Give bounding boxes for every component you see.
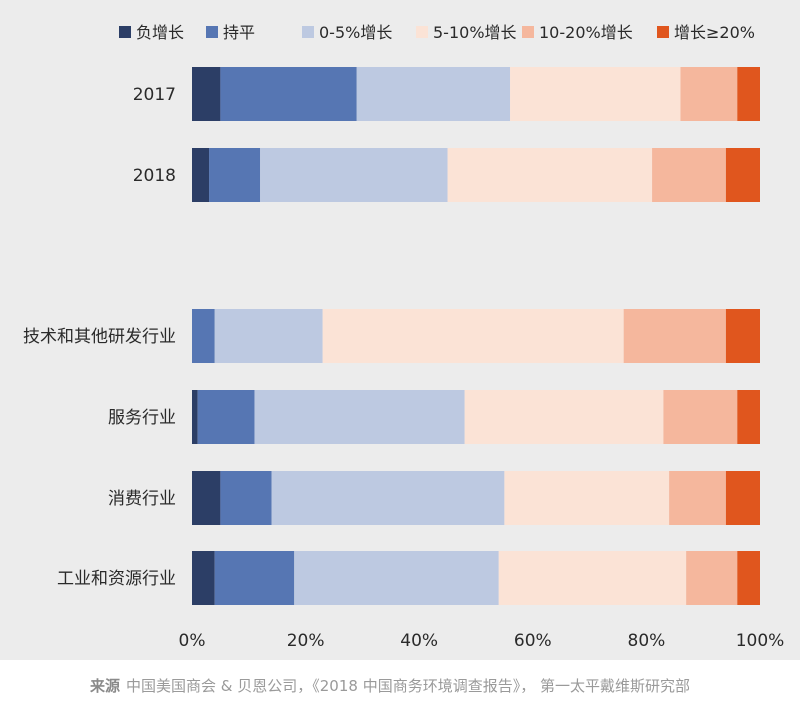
bar-segment <box>294 551 499 605</box>
bar-segment <box>725 309 760 363</box>
legend-label: 10-20%增长 <box>539 23 633 42</box>
bar-segment <box>209 148 261 202</box>
legend-swatch <box>302 26 314 38</box>
category-label: 工业和资源行业 <box>57 569 176 589</box>
category-label: 2017 <box>133 85 176 105</box>
bar-segment <box>680 67 738 121</box>
bar-segment <box>214 551 295 605</box>
legend-swatch <box>657 26 669 38</box>
bar-segment <box>498 551 687 605</box>
legend-swatch <box>206 26 218 38</box>
bar-segment <box>220 67 357 121</box>
legend-swatch <box>522 26 534 38</box>
x-tick-label: 100% <box>736 631 785 651</box>
bar-segment <box>214 309 323 363</box>
category-label: 技术和其他研发行业 <box>23 327 176 347</box>
stacked-bar-chart: 负增长 持平 0-5%增长 5-10%增长 10-20%增长 增长≥20% 2017 2018… <box>23 23 785 651</box>
bar-segment <box>510 67 681 121</box>
bar-segment <box>663 390 738 444</box>
bar-segment <box>197 390 255 444</box>
legend-label: 增长≥20% <box>674 23 755 42</box>
bar-segment <box>192 309 215 363</box>
x-tick-label: 60% <box>514 631 552 651</box>
bar-segment <box>669 471 726 525</box>
x-tick-label: 0% <box>179 631 206 651</box>
bar-segment <box>356 67 511 121</box>
legend-label: 持平 <box>223 23 255 42</box>
bar-segment <box>271 471 505 525</box>
bar-segment <box>192 471 221 525</box>
bar-segment <box>737 390 760 444</box>
x-tick-label: 40% <box>400 631 438 651</box>
bar-segment <box>192 551 215 605</box>
category-label: 消费行业 <box>108 489 176 509</box>
category-label: 2018 <box>133 166 176 186</box>
legend-label: 0-5%增长 <box>319 23 392 42</box>
legend-swatch <box>119 26 131 38</box>
x-tick-label: 20% <box>287 631 325 651</box>
bar-segment <box>447 148 653 202</box>
bar-segment <box>686 551 738 605</box>
bar-segment <box>737 551 760 605</box>
source-text: 中国美国商会 & 贝恩公司，《2018 中国商务环境调查报告》， 第一太平戴维斯… <box>126 677 690 695</box>
legend-swatch <box>416 26 428 38</box>
source-note: 来源 中国美国商会 & 贝恩公司，《2018 中国商务环境调查报告》， 第一太平戴… <box>90 675 790 696</box>
legend-label: 负增长 <box>136 23 184 42</box>
source-label: 来源 <box>90 677 121 695</box>
bar-segment <box>260 148 448 202</box>
x-tick-label: 80% <box>628 631 666 651</box>
bar-segment <box>652 148 726 202</box>
bar-segment <box>322 309 624 363</box>
bar-segment <box>192 390 198 444</box>
bar-segment <box>725 471 760 525</box>
legend-label: 5-10%增长 <box>433 23 517 42</box>
bar-segment <box>623 309 726 363</box>
bar-segment <box>737 67 760 121</box>
bar-segment <box>504 471 670 525</box>
bar-segment <box>464 390 664 444</box>
bar-segment <box>192 67 221 121</box>
category-label: 服务行业 <box>108 408 176 428</box>
bar-segment <box>192 148 210 202</box>
bar-segment <box>725 148 760 202</box>
bar-segment <box>254 390 465 444</box>
bar-segment <box>220 471 272 525</box>
